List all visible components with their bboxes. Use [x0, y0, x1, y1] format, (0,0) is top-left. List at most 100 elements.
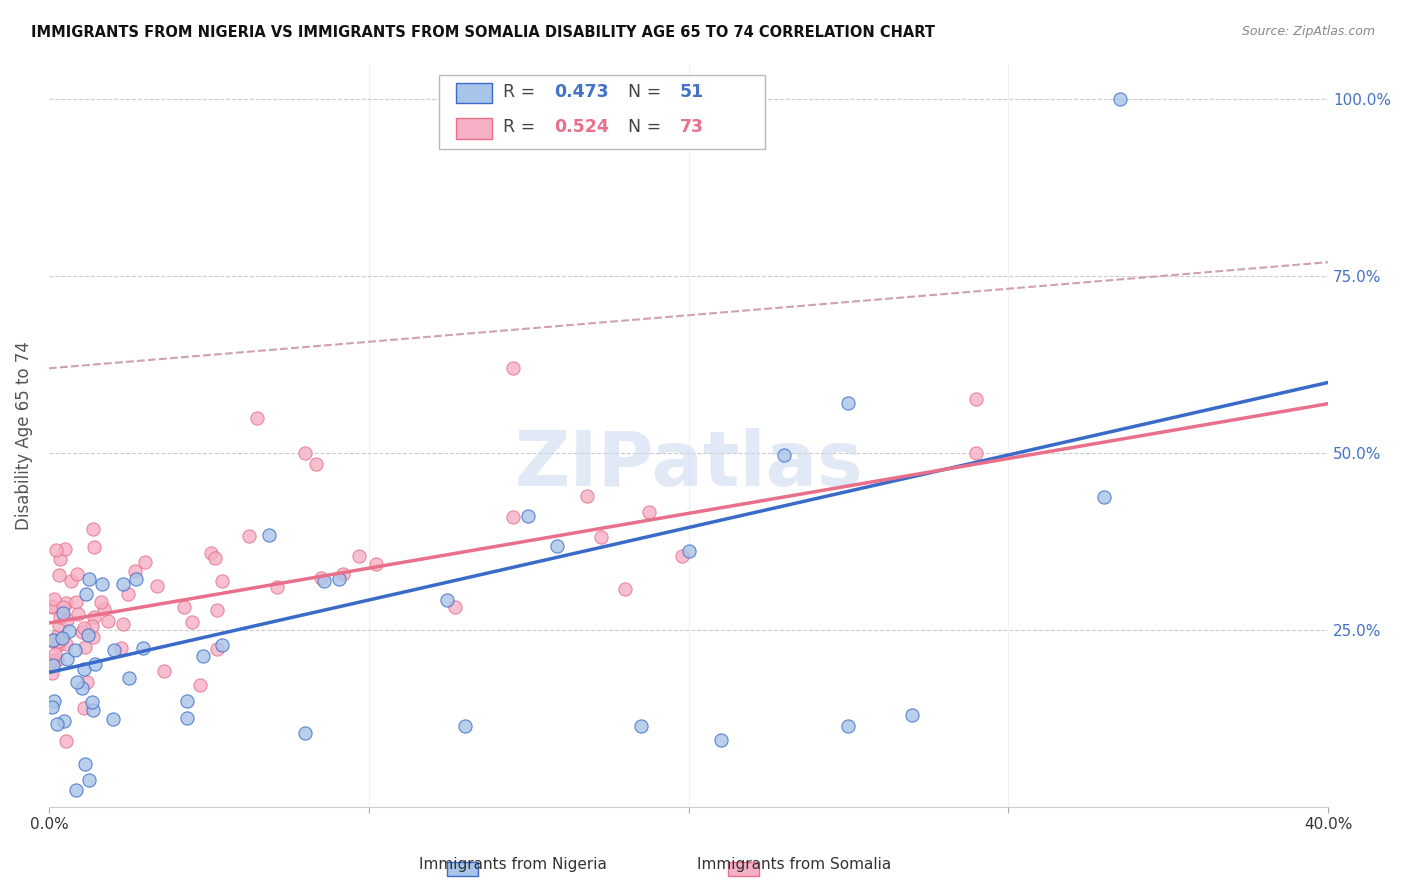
Point [77, 572, 100, 586]
Point [309, 571, 332, 585]
Point [75, 757, 97, 772]
Point [59, 574, 82, 589]
Point [70, 681, 93, 696]
Point [118, 671, 141, 685]
Point [65, 783, 87, 797]
Point [204, 551, 226, 566]
Point [103, 643, 125, 657]
Bar [456, 119, 492, 139]
Point [773, 448, 796, 462]
Point [90, 576, 112, 591]
Point [80, 619, 103, 633]
Point [173, 600, 195, 615]
Point [58, 624, 80, 638]
FancyBboxPatch shape [439, 75, 765, 150]
Point [55, 637, 77, 651]
Point [211, 638, 233, 652]
Point [55, 542, 77, 557]
Point [294, 725, 316, 739]
Point [965, 446, 987, 460]
Point [502, 361, 524, 376]
Point [67, 607, 90, 621]
Point [46, 716, 69, 731]
Point [63, 643, 86, 657]
Point [965, 392, 987, 407]
Point [176, 694, 198, 708]
Text: R =: R = [503, 119, 541, 136]
Point [180, 615, 202, 629]
Point [45, 542, 67, 557]
Point [294, 446, 316, 460]
Point [51, 632, 73, 646]
Point [257, 528, 280, 542]
Point [454, 718, 477, 732]
Point [125, 572, 148, 586]
Point [56, 651, 79, 665]
Point [65, 595, 87, 609]
Text: R =: R = [503, 83, 541, 101]
Point [73, 640, 96, 654]
Point [124, 564, 146, 578]
Point [630, 718, 652, 732]
Point [200, 546, 222, 560]
Point [49, 551, 72, 566]
Point [46, 629, 69, 643]
Point [73, 621, 96, 635]
Point [41, 600, 63, 615]
Point [82, 631, 104, 645]
Point [111, 617, 134, 632]
Point [502, 509, 524, 524]
Point [637, 505, 659, 519]
Point [41, 599, 63, 613]
Point [1109, 92, 1132, 106]
Point [837, 718, 859, 732]
Point [613, 582, 636, 596]
Point [305, 457, 328, 471]
Point [517, 508, 540, 523]
Point [332, 566, 354, 581]
Point [678, 544, 700, 558]
Point [349, 549, 371, 563]
Bar [456, 83, 492, 103]
Point [46, 653, 69, 667]
Point [83, 610, 105, 624]
Point [72, 701, 94, 715]
Point [76, 674, 98, 689]
Point [117, 587, 139, 601]
Point [42, 591, 65, 606]
Point [312, 574, 335, 589]
Point [42, 694, 65, 708]
Point [328, 572, 350, 586]
Point [436, 592, 458, 607]
Point [55, 733, 77, 747]
Point [443, 600, 465, 615]
Point [42, 633, 65, 648]
Point [42, 658, 65, 673]
Point [153, 664, 176, 678]
Point [671, 549, 693, 564]
Point [246, 410, 269, 425]
Point [41, 633, 63, 648]
Point [55, 596, 77, 610]
Point [48, 633, 70, 648]
Point [80, 695, 103, 709]
Text: Immigrants from Somalia: Immigrants from Somalia [697, 857, 891, 872]
Point [48, 617, 70, 632]
Text: 0.473: 0.473 [554, 83, 609, 101]
Point [41, 653, 63, 667]
Point [364, 558, 387, 572]
Point [101, 712, 124, 726]
Point [75, 586, 97, 600]
Point [211, 574, 233, 589]
Point [66, 566, 89, 581]
Point [44, 647, 66, 661]
Text: N =: N = [628, 83, 668, 101]
Point [589, 530, 612, 544]
Point [65, 675, 87, 690]
Text: Source: ZipAtlas.com: Source: ZipAtlas.com [1241, 25, 1375, 38]
Point [82, 522, 104, 536]
Text: IMMIGRANTS FROM NIGERIA VS IMMIGRANTS FROM SOMALIA DISABILITY AGE 65 TO 74 CORRE: IMMIGRANTS FROM NIGERIA VS IMMIGRANTS FR… [31, 25, 935, 40]
Point [48, 568, 70, 582]
Point [72, 662, 94, 676]
Point [901, 708, 924, 723]
